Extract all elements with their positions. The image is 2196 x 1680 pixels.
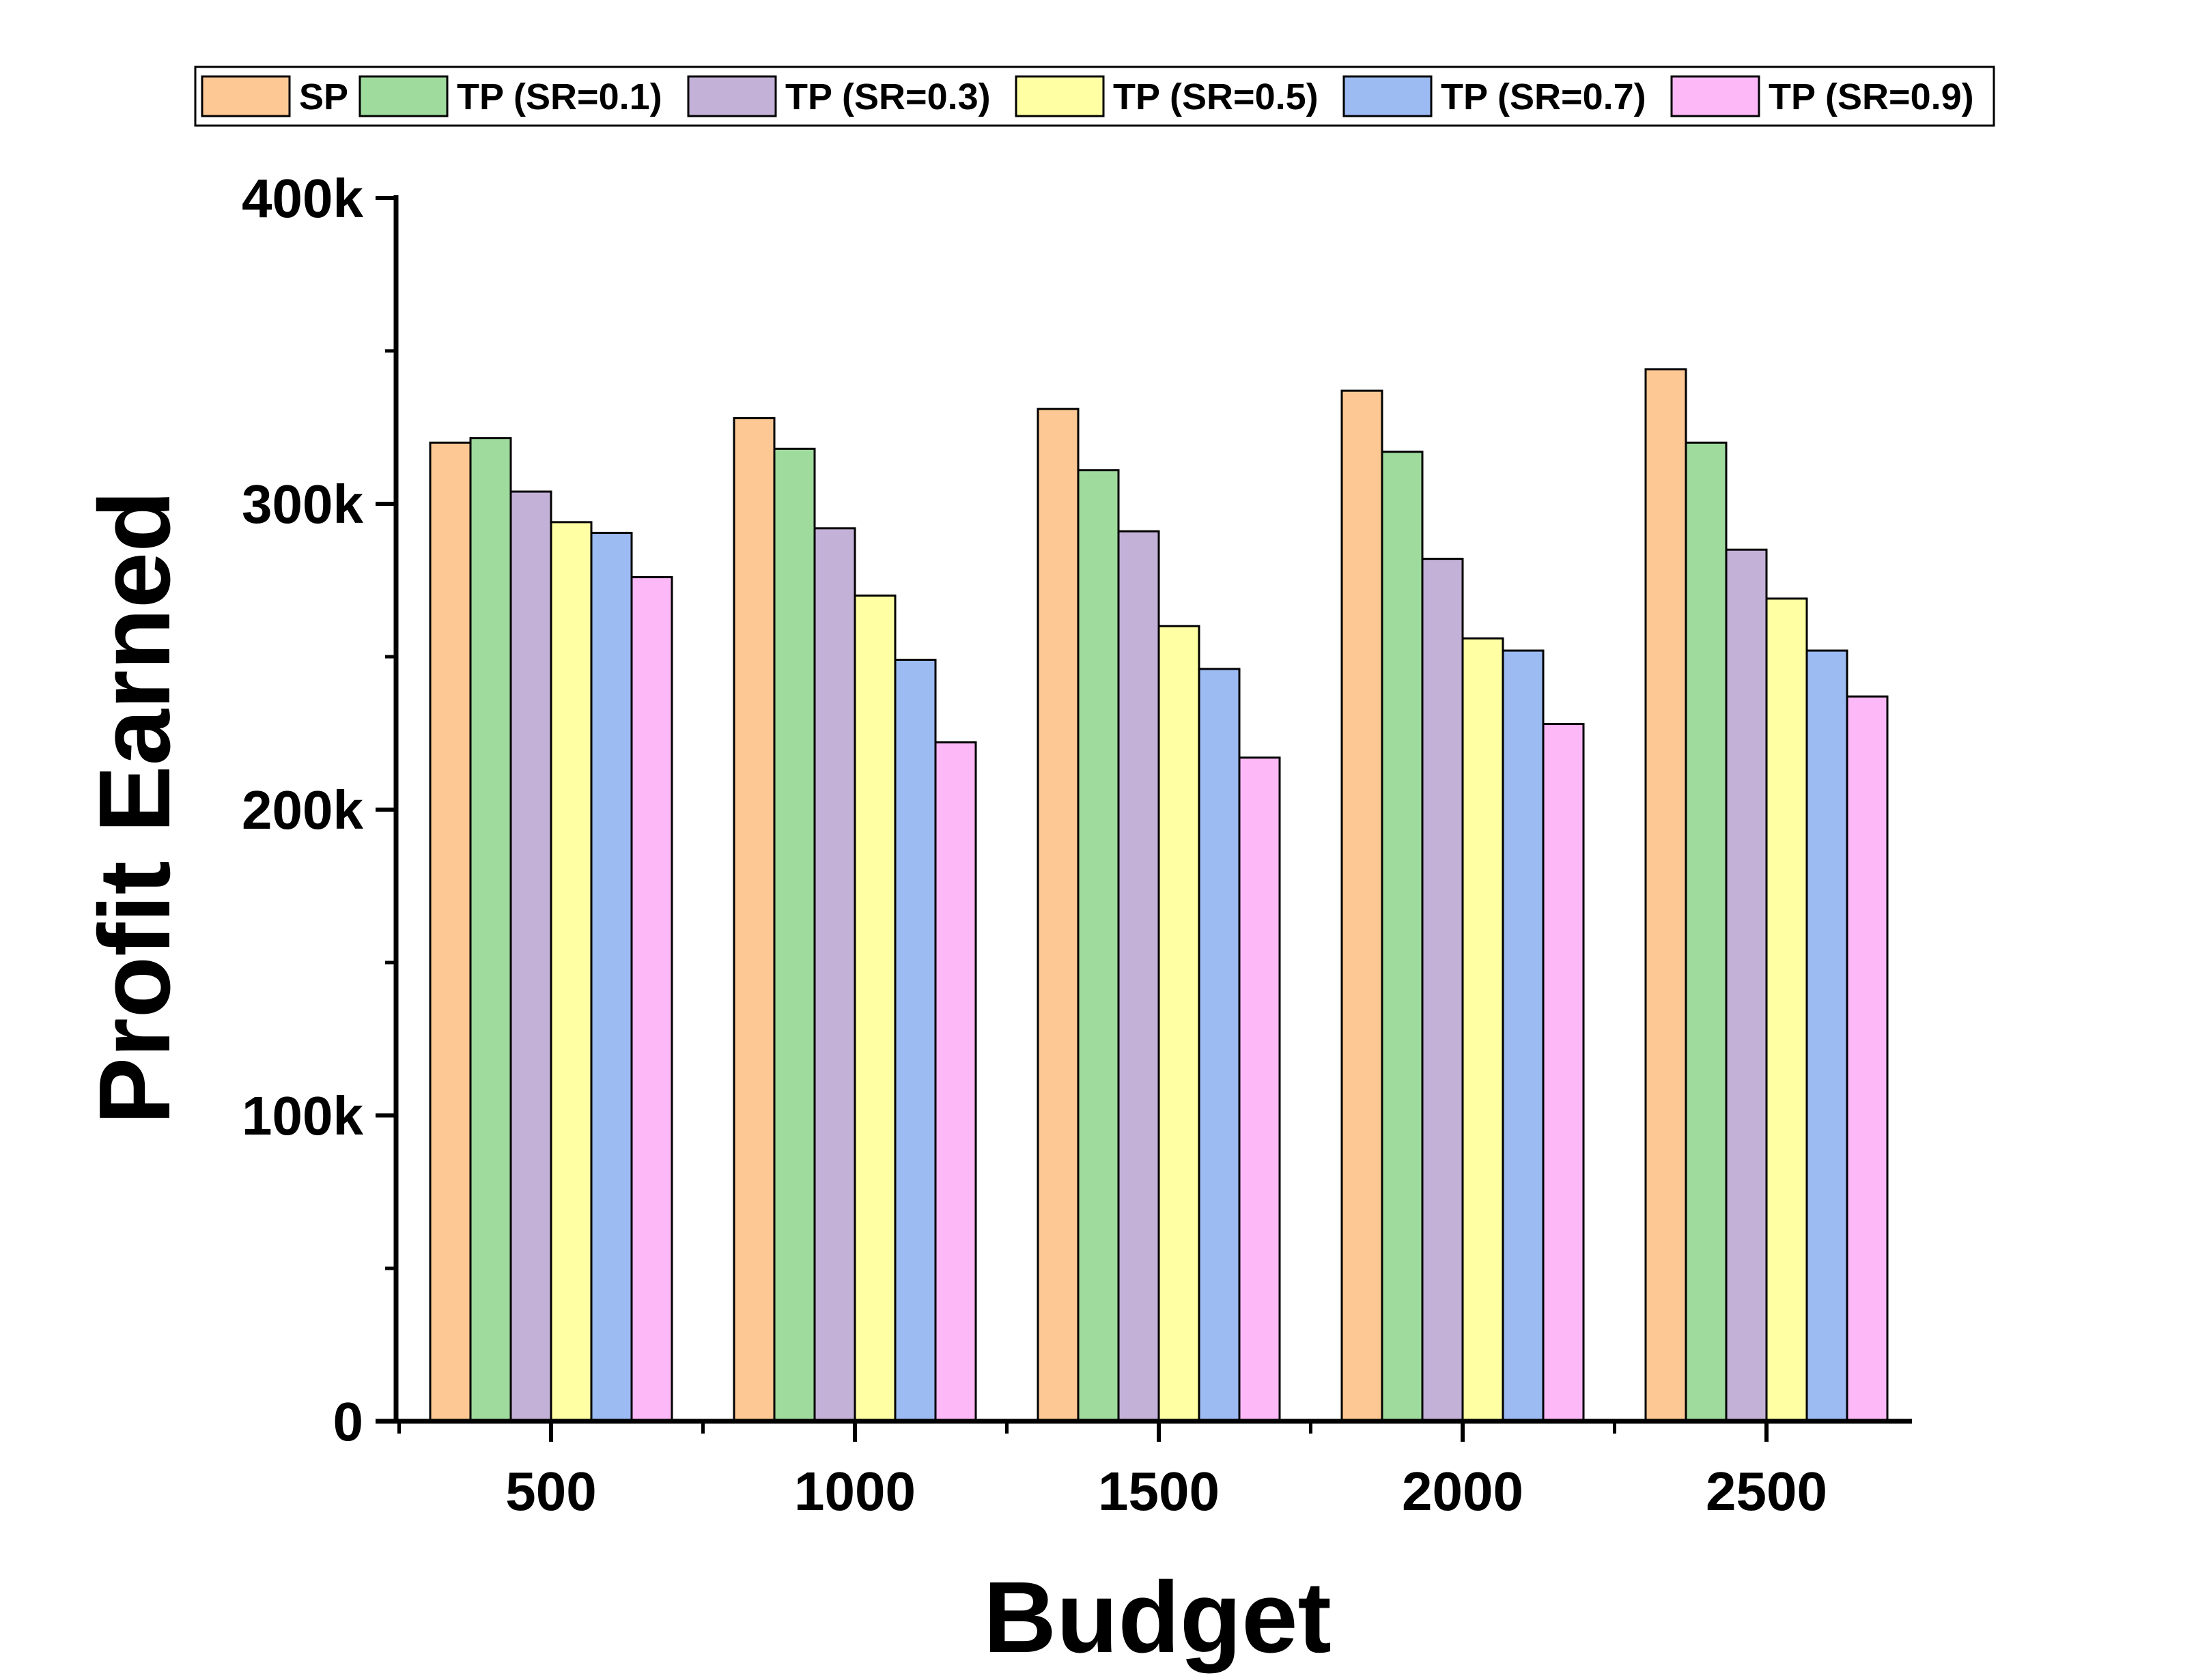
bar-tp-sr-0-3-500 bbox=[509, 490, 552, 1423]
bar-tp-sr-0-9-1500 bbox=[1238, 756, 1281, 1423]
legend-label: TP (SR=0.9) bbox=[1769, 76, 1974, 117]
y-tick-label: 0 bbox=[333, 1391, 364, 1452]
legend-swatch bbox=[358, 75, 449, 117]
legend: SP TP (SR=0.1) TP (SR=0.3) TP (SR=0.5) TP (S… bbox=[194, 66, 1995, 127]
legend-swatch bbox=[1015, 75, 1105, 117]
bar-tp-sr-0-1-1500 bbox=[1077, 469, 1120, 1423]
bar-tp-sr-0-5-1000 bbox=[854, 594, 897, 1423]
bar-sp-1500 bbox=[1037, 408, 1080, 1423]
bars bbox=[429, 368, 1889, 1423]
legend-label: TP (SR=0.3) bbox=[785, 76, 991, 117]
bar-tp-sr-0-7-2500 bbox=[1805, 649, 1848, 1423]
bar-tp-sr-0-1-1000 bbox=[773, 447, 816, 1423]
bar-tp-sr-0-5-2500 bbox=[1765, 597, 1808, 1423]
bar-tp-sr-0-7-500 bbox=[590, 532, 633, 1423]
y-axis-title: Profit Earned bbox=[79, 490, 191, 1124]
legend-label: TP (SR=0.7) bbox=[1441, 76, 1646, 117]
bar-tp-sr-0-7-1500 bbox=[1198, 668, 1241, 1423]
bar-tp-sr-0-1-2000 bbox=[1381, 451, 1424, 1423]
x-tick-label: 2500 bbox=[1706, 1461, 1827, 1522]
legend-swatch bbox=[201, 75, 291, 117]
bar-sp-1000 bbox=[733, 417, 776, 1423]
y-tick-label: 200k bbox=[242, 780, 363, 840]
x-ticks: 500 1000 1500 2000 2500 bbox=[397, 1421, 1827, 1522]
legend-swatch bbox=[1670, 75, 1760, 117]
legend-label: SP bbox=[299, 76, 348, 117]
x-tick-label: 2000 bbox=[1402, 1461, 1523, 1522]
legend-label: TP (SR=0.5) bbox=[1113, 76, 1319, 117]
bar-sp-2000 bbox=[1340, 389, 1383, 1423]
bar-tp-sr-0-5-1500 bbox=[1157, 625, 1200, 1423]
bar-tp-sr-0-1-500 bbox=[469, 437, 512, 1423]
bar-tp-sr-0-5-2000 bbox=[1461, 637, 1504, 1423]
x-tick-label: 1500 bbox=[1098, 1461, 1220, 1522]
legend-swatch bbox=[687, 75, 777, 117]
bar-sp-2500 bbox=[1644, 368, 1687, 1423]
x-tick-label: 1000 bbox=[794, 1461, 916, 1522]
bar-tp-sr-0-9-2500 bbox=[1846, 695, 1889, 1423]
x-tick-label: 500 bbox=[505, 1461, 596, 1522]
bar-tp-sr-0-3-2000 bbox=[1421, 558, 1464, 1423]
bar-tp-sr-0-5-500 bbox=[550, 521, 593, 1423]
bar-tp-sr-0-3-2500 bbox=[1725, 548, 1768, 1423]
bar-tp-sr-0-7-2000 bbox=[1502, 649, 1545, 1423]
bar-tp-sr-0-9-500 bbox=[630, 576, 673, 1423]
y-ticks: 0 100k 200k 300k 400k bbox=[242, 168, 396, 1452]
y-tick-label: 400k bbox=[242, 168, 363, 229]
legend-swatch bbox=[1342, 75, 1433, 117]
legend-label: TP (SR=0.1) bbox=[457, 76, 662, 117]
bar-tp-sr-0-9-1000 bbox=[934, 741, 977, 1423]
bar-sp-500 bbox=[429, 441, 472, 1423]
y-tick-label: 100k bbox=[242, 1085, 363, 1146]
x-axis-title: Budget bbox=[983, 1561, 1332, 1674]
bar-tp-sr-0-3-1500 bbox=[1117, 530, 1160, 1423]
y-tick-label: 300k bbox=[242, 474, 363, 535]
bar-tp-sr-0-3-1000 bbox=[813, 527, 856, 1423]
bar-tp-sr-0-1-2500 bbox=[1685, 441, 1728, 1423]
bar-tp-sr-0-9-2000 bbox=[1542, 723, 1585, 1423]
bar-tp-sr-0-7-1000 bbox=[894, 658, 937, 1423]
